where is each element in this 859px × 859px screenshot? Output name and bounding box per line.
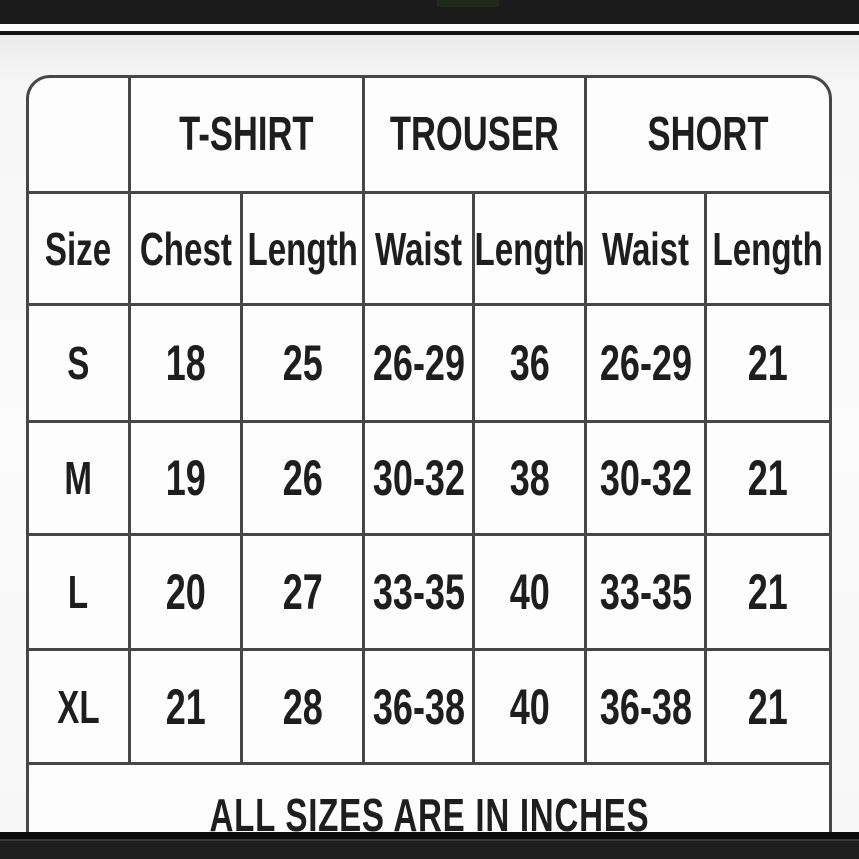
bottom-black-bar xyxy=(0,839,859,859)
data-value: 33-35 xyxy=(372,564,465,620)
data-cell: 27 xyxy=(243,536,365,651)
size-cell: L xyxy=(29,536,131,651)
data-cell: 26-29 xyxy=(365,306,475,423)
data-value: 21 xyxy=(747,678,789,735)
data-cell: 19 xyxy=(131,423,243,536)
data-value: 19 xyxy=(165,450,206,506)
column-header-short-length: Length xyxy=(707,194,829,306)
top-divider-line xyxy=(0,31,859,35)
data-cell: 20 xyxy=(131,536,243,651)
data-value: 33-35 xyxy=(599,564,692,620)
data-cell: 40 xyxy=(475,536,587,651)
data-cell: 36 xyxy=(475,306,587,423)
footer-note: ALL SIZES ARE IN INCHES xyxy=(29,765,829,859)
column-header-size-label: Size xyxy=(45,222,112,275)
group-header-trouser: TROUSER xyxy=(365,78,587,194)
data-cell: 18 xyxy=(131,306,243,423)
group-header-trouser-label: TROUSER xyxy=(390,108,559,161)
size-cell: S xyxy=(29,306,131,423)
data-value: 21 xyxy=(165,678,206,735)
data-value: 20 xyxy=(165,564,206,620)
column-header-size: Size xyxy=(29,194,131,306)
data-cell: 36-38 xyxy=(587,651,707,765)
data-value: 18 xyxy=(165,335,206,391)
data-cell: 33-35 xyxy=(587,536,707,651)
data-value: 30-32 xyxy=(372,450,465,506)
data-value: 21 xyxy=(747,564,789,620)
footer-note-label: ALL SIZES ARE IN INCHES xyxy=(209,788,649,841)
data-value: 40 xyxy=(509,678,550,735)
column-header-trouser-waist-label: Waist xyxy=(374,222,463,275)
data-cell: 26 xyxy=(243,423,365,536)
size-label: L xyxy=(68,566,89,618)
group-header-tshirt: T-SHIRT xyxy=(131,78,365,194)
data-value: 26-29 xyxy=(372,335,465,391)
data-value: 30-32 xyxy=(599,450,692,506)
top-white-stripe xyxy=(0,24,859,31)
size-chart-table: T-SHIRT TROUSER SHORT Size Chest Length … xyxy=(26,75,832,859)
data-value: 38 xyxy=(509,450,550,506)
data-value: 36-38 xyxy=(372,678,465,735)
data-cell: 26-29 xyxy=(587,306,707,423)
data-cell: 40 xyxy=(475,651,587,765)
data-cell: 21 xyxy=(707,306,829,423)
page-background: T-SHIRT TROUSER SHORT Size Chest Length … xyxy=(0,35,859,859)
data-cell: 30-32 xyxy=(587,423,707,536)
bottom-divider-line xyxy=(0,832,859,839)
data-cell: 25 xyxy=(243,306,365,423)
group-header-tshirt-label: T-SHIRT xyxy=(179,108,314,161)
data-value: 40 xyxy=(509,564,550,620)
data-cell: 21 xyxy=(707,536,829,651)
size-cell: M xyxy=(29,423,131,536)
data-cell: 21 xyxy=(707,651,829,765)
size-label: XL xyxy=(57,680,100,733)
column-header-short-waist-label: Waist xyxy=(601,222,690,275)
group-header-short: SHORT xyxy=(587,78,829,194)
data-value: 26 xyxy=(282,450,323,506)
data-value: 25 xyxy=(282,335,323,391)
data-cell: 33-35 xyxy=(365,536,475,651)
group-header-short-label: SHORT xyxy=(647,108,769,161)
data-value: 21 xyxy=(747,450,789,506)
size-label: M xyxy=(64,452,93,504)
data-cell: 38 xyxy=(475,423,587,536)
column-header-tshirt-length: Length xyxy=(243,194,365,306)
data-value: 26-29 xyxy=(599,335,692,391)
data-value: 27 xyxy=(282,564,323,620)
data-cell: 28 xyxy=(243,651,365,765)
data-value: 28 xyxy=(282,678,323,735)
column-header-chest: Chest xyxy=(131,194,243,306)
column-header-trouser-length: Length xyxy=(475,194,587,306)
size-cell: XL xyxy=(29,651,131,765)
column-header-trouser-waist: Waist xyxy=(365,194,475,306)
column-header-chest-label: Chest xyxy=(139,222,232,275)
column-header-trouser-length-label: Length xyxy=(475,222,585,275)
data-value: 36 xyxy=(509,335,550,391)
corner-cell xyxy=(29,78,131,194)
column-header-short-length-label: Length xyxy=(712,222,824,275)
top-black-bar xyxy=(0,0,859,24)
data-cell: 30-32 xyxy=(365,423,475,536)
data-cell: 36-38 xyxy=(365,651,475,765)
data-value: 36-38 xyxy=(599,678,692,735)
top-bar-glitch-artifact xyxy=(437,0,499,7)
data-cell: 21 xyxy=(707,423,829,536)
data-value: 21 xyxy=(747,335,789,391)
data-cell: 21 xyxy=(131,651,243,765)
column-header-tshirt-length-label: Length xyxy=(247,222,358,275)
column-header-short-waist: Waist xyxy=(587,194,707,306)
size-label: S xyxy=(67,337,90,389)
